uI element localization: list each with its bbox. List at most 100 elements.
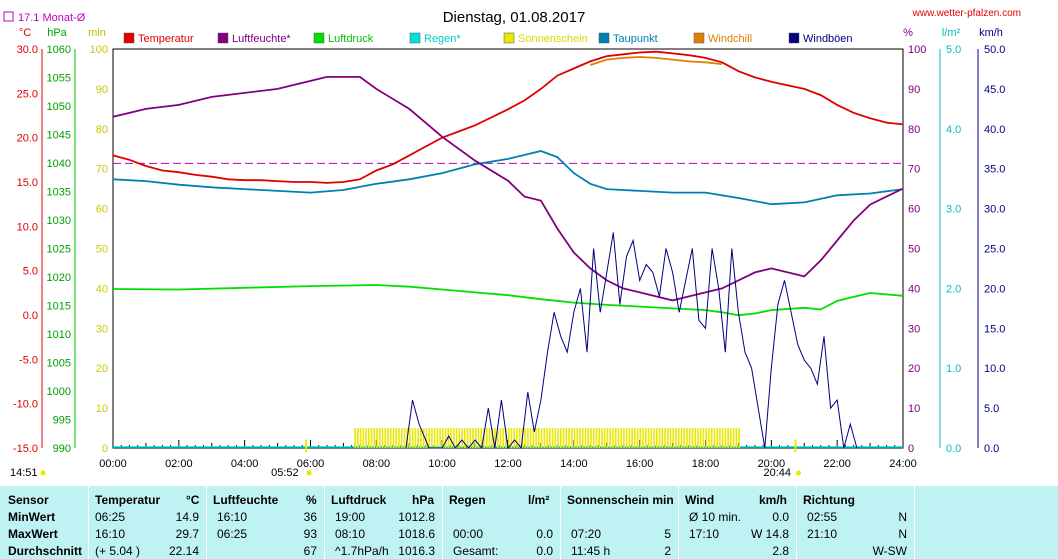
pressure-axis-tick: 1015: [47, 301, 71, 313]
temp-time: (+ 5.04 ): [95, 544, 141, 558]
sunshine-axis-tick: 60: [96, 204, 108, 216]
sunshine-bar: [538, 428, 540, 448]
rain-value: 0.0: [536, 527, 553, 541]
sunshine-axis-tick: 40: [96, 283, 108, 295]
row-label: Durchschnitt: [8, 544, 83, 558]
sunshine-bar: [625, 428, 628, 448]
sunshine-bar: [433, 428, 436, 448]
humidity-axis-tick: 100: [908, 44, 926, 56]
rain-value: 0.0: [536, 544, 553, 558]
wind-axis-tick: 35.0: [984, 164, 1005, 176]
pressure-axis-tick: 1040: [47, 158, 71, 170]
humidity-axis-tick: 50: [908, 244, 920, 256]
header-humidity-unit: %: [306, 493, 317, 507]
pressure-axis-tick: 1055: [47, 73, 71, 85]
press-value: 1012.8: [398, 510, 435, 524]
sunshine-bar: [568, 428, 570, 448]
unit-left-0: °C: [19, 27, 31, 39]
temperature-axis-tick: 0.0: [23, 310, 38, 322]
sunshine-bar: [502, 428, 505, 448]
sunshine-bar: [735, 428, 738, 448]
humidity-axis-tick: 0: [908, 443, 914, 455]
sunshine-bar: [362, 428, 365, 448]
wind-axis-tick: 10.0: [984, 363, 1005, 375]
temperature-axis-tick: 10.0: [17, 221, 38, 233]
sunshine-bar: [724, 428, 727, 448]
x-tick-label: 16:00: [626, 458, 654, 470]
temperature-axis-tick: 25.0: [17, 88, 38, 100]
hum-value: 93: [303, 527, 317, 541]
unit-left-2: min: [88, 27, 106, 39]
rain-axis-tick: 2.0: [946, 283, 961, 295]
weather-chart: 17.1 Monat-Ø Dienstag, 01.08.2017 www.wett…: [3, 8, 1021, 479]
sunshine-bar: [398, 428, 400, 448]
wind-time: 17:10: [689, 527, 720, 541]
sunshine-bar: [485, 428, 488, 448]
sunshine-axis-tick: 20: [96, 363, 108, 375]
sunshine-bar: [365, 428, 367, 448]
sunshine-bar: [697, 428, 699, 448]
sunshine-bar: [359, 428, 362, 448]
sunshine-bar: [483, 428, 485, 448]
sunshine-bar: [450, 428, 452, 448]
rain-time: 00:00: [453, 527, 484, 541]
press-value: 1016.3: [398, 544, 435, 558]
sunshine-bar: [601, 428, 603, 448]
sunshine-bar: [730, 428, 732, 448]
sunshine-bar: [614, 428, 617, 448]
x-tick-label: 02:00: [165, 458, 193, 470]
sunshine-bar: [639, 428, 642, 448]
sunshine-bar: [719, 428, 721, 448]
temp-time: 16:10: [95, 527, 126, 541]
x-tick-label: 22:00: [823, 458, 851, 470]
monthly-avg-marker-icon: [3, 11, 14, 22]
press-time: ^1.7hPa/h: [335, 544, 389, 558]
sunshine-bar: [592, 428, 595, 448]
sunshine-axis-tick: 70: [96, 164, 108, 176]
sunshine-bar: [623, 428, 625, 448]
sunshine-bar: [524, 428, 526, 448]
temp-value: 14.9: [175, 510, 199, 524]
hum-value: 67: [303, 544, 317, 558]
temp-time: 06:25: [95, 510, 126, 524]
hum-time: 06:25: [217, 527, 248, 541]
sunshine-bar: [738, 428, 740, 448]
sunshine-bar: [669, 428, 672, 448]
wind-time: Ø 10 min.: [689, 510, 742, 524]
sunshine-bar: [387, 428, 389, 448]
temp-value: 29.7: [175, 527, 199, 541]
wind-value: W 14.8: [750, 527, 789, 541]
wind-axis-tick: 40.0: [984, 124, 1005, 136]
series-line-2: [112, 150, 904, 206]
legend-label-7: Windböen: [803, 33, 853, 45]
sunshine-bar: [458, 428, 461, 448]
humidity-axis-tick: 10: [908, 403, 920, 415]
sunshine-bar: [505, 428, 507, 448]
x-tick-label: 20:00: [758, 458, 786, 470]
sunshine-axis-tick: 80: [96, 124, 108, 136]
humidity-axis-tick: 70: [908, 164, 920, 176]
sunshine-bar: [683, 428, 686, 448]
header-rain-unit: l/m²: [528, 493, 550, 507]
sunshine-bar: [647, 428, 650, 448]
sunshine-bar: [666, 428, 669, 448]
sunshine-bar: [516, 428, 518, 448]
wind-value: 2.8: [772, 544, 789, 558]
sunshine-bar: [549, 428, 551, 448]
website-link[interactable]: www.wetter-pfalzen.com: [912, 8, 1021, 19]
sunshine-bar: [447, 428, 450, 448]
series-line-3: [112, 76, 904, 302]
sunshine-bar: [705, 428, 707, 448]
sunshine-bar: [431, 428, 433, 448]
sunshine-bar: [535, 428, 537, 448]
wind-axis-tick: 50.0: [984, 44, 1005, 56]
header-direction: Richtung: [803, 493, 855, 507]
header-sensor: Sensor: [8, 493, 49, 507]
pressure-axis-tick: 1050: [47, 101, 71, 113]
legend-label-3: Regen*: [424, 33, 461, 45]
sunshine-bar: [631, 428, 633, 448]
x-tick-label: 24:00: [889, 458, 917, 470]
legend-label-0: Temperatur: [138, 33, 194, 45]
legend-swatch-4: [503, 32, 515, 44]
sunshine-bar: [474, 428, 477, 448]
